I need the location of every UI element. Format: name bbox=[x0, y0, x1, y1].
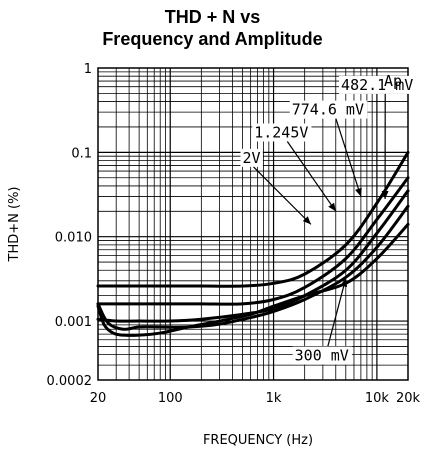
series-line-2v bbox=[96, 150, 410, 288]
annotation-arrowhead bbox=[302, 216, 311, 225]
annotation-leader bbox=[327, 278, 347, 347]
annotation-arrowhead bbox=[328, 202, 336, 212]
y-axis-label: THD+N (%) bbox=[7, 187, 22, 263]
series-line-482-1-mv bbox=[96, 204, 410, 331]
annotation-arrowhead bbox=[381, 190, 389, 199]
x-tick-label: 1k bbox=[266, 391, 282, 406]
analyzer-label: Ap bbox=[384, 72, 402, 90]
annotation-background bbox=[240, 148, 263, 167]
annotation-leader bbox=[335, 118, 362, 197]
annotation-leader bbox=[286, 141, 337, 212]
annotation-leader bbox=[253, 166, 312, 225]
series-line-774-6-mv bbox=[96, 189, 410, 323]
annotation-background bbox=[339, 75, 417, 94]
annotation-arrowhead bbox=[340, 278, 348, 288]
annotation-background bbox=[292, 346, 352, 365]
y-tick-label: 1 bbox=[84, 62, 92, 77]
y-tick-label: 0.1 bbox=[71, 146, 92, 161]
x-tick-label: 100 bbox=[158, 391, 183, 406]
y-tick-label: 0.001 bbox=[55, 315, 92, 330]
x-axis-label: FREQUENCY (Hz) bbox=[203, 433, 313, 448]
annotation-label: 774.6 mV bbox=[292, 101, 364, 119]
annotation-arrowhead bbox=[355, 187, 362, 197]
annotation-background bbox=[252, 123, 312, 142]
series-line-1-245v bbox=[96, 176, 410, 306]
annotation-label: 1.245V bbox=[254, 123, 308, 141]
y-tick-label: 0.0002 bbox=[47, 374, 93, 389]
tick-labels: 20 100 1k 10k 20k 1 0.1 0.010 0.001 0.0002 bbox=[47, 62, 421, 406]
annotation-background bbox=[289, 100, 368, 119]
x-tick-label: 20 bbox=[90, 391, 107, 406]
series-lines bbox=[96, 150, 410, 337]
annotation-label: 482.1 mV bbox=[341, 76, 413, 94]
chart-title-line1: THD + N vs bbox=[164, 7, 261, 27]
annotations: 482.1 mV 774.6 mV 1.245V 2V 300 mV bbox=[240, 75, 417, 365]
x-tick-label: 20k bbox=[396, 391, 421, 406]
chart-title-line2: Frequency and Amplitude bbox=[102, 29, 323, 49]
annotation-label: 2V bbox=[242, 149, 260, 167]
x-tick-label: 10k bbox=[365, 391, 390, 406]
y-tick-label: 0.010 bbox=[55, 231, 92, 246]
annotation-label: 300 mV bbox=[295, 347, 349, 365]
